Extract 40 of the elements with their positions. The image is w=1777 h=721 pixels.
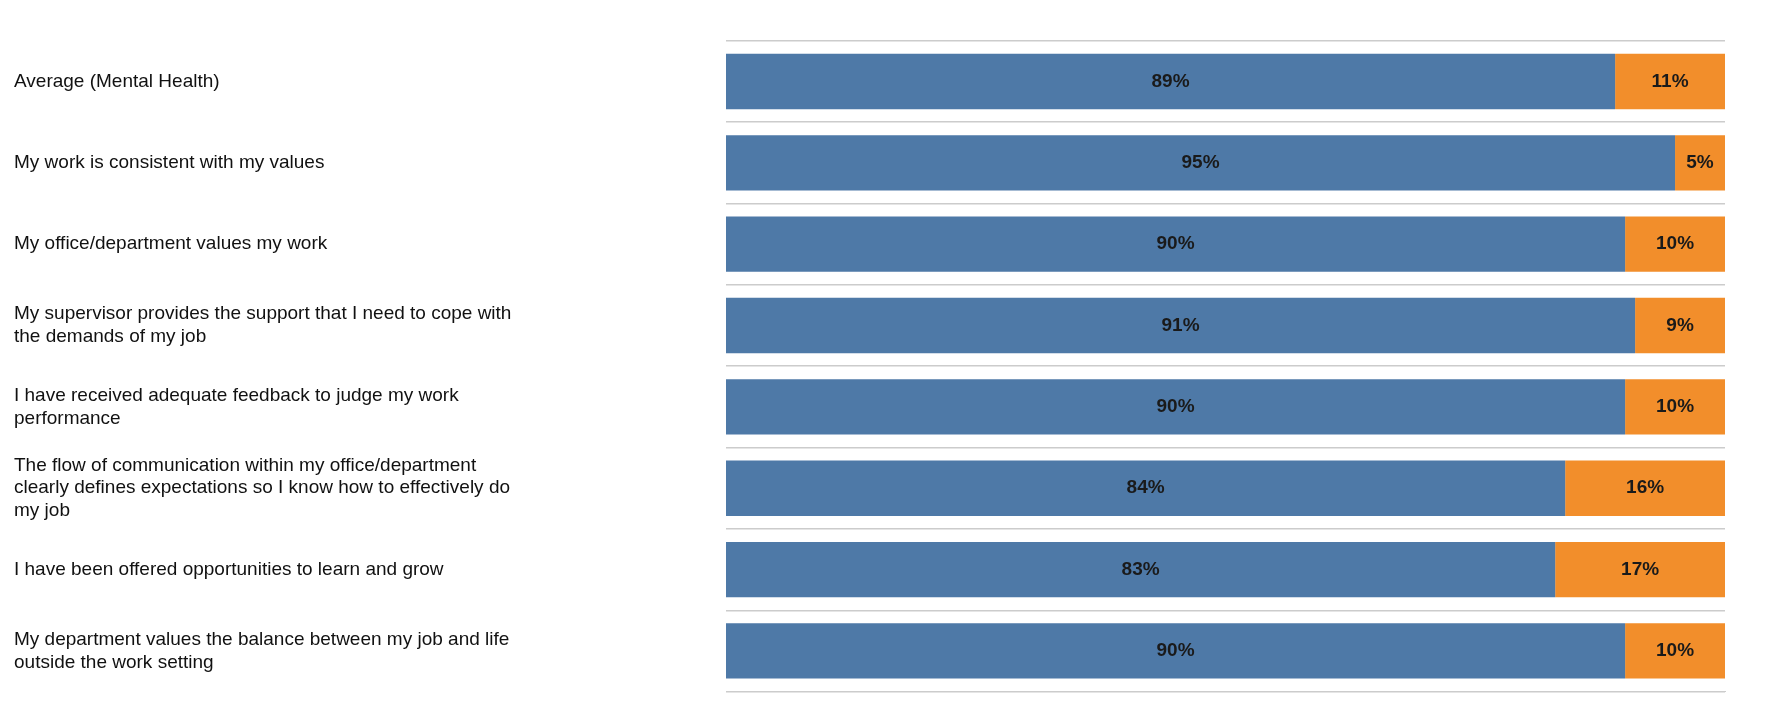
data-label: 16% bbox=[1626, 476, 1665, 498]
bar bbox=[1625, 623, 1725, 679]
data-label: 11% bbox=[1651, 69, 1689, 91]
data-label: 89% bbox=[1151, 69, 1190, 91]
y-tick-label: The flow of communication within my office/department clearly defines expectations so I know how to effectively do my job bbox=[14, 453, 511, 521]
bar bbox=[1625, 379, 1725, 435]
data-label: 10% bbox=[1656, 395, 1695, 417]
data-label: 17% bbox=[1621, 557, 1660, 579]
y-tick-label: My office/department values my work bbox=[14, 232, 328, 254]
data-label: 10% bbox=[1656, 232, 1695, 254]
bar bbox=[726, 541, 1556, 598]
y-tick-label: I have been offered opportunities to learn and grow bbox=[14, 557, 444, 579]
data-label: 10% bbox=[1656, 639, 1695, 661]
data-label: 90% bbox=[1156, 395, 1195, 417]
data-label: 95% bbox=[1181, 151, 1220, 173]
bar bbox=[1675, 135, 1725, 191]
bar bbox=[726, 460, 1566, 516]
bar bbox=[726, 623, 1626, 679]
data-label: 90% bbox=[1156, 639, 1195, 661]
bar bbox=[1625, 216, 1725, 272]
data-label: 83% bbox=[1121, 557, 1160, 579]
bar bbox=[726, 379, 1626, 435]
y-tick-label: My supervisor provides the support that I need to cope with the demands of my job bbox=[14, 302, 512, 347]
bar bbox=[1615, 53, 1725, 110]
bar bbox=[726, 135, 1676, 191]
data-label: 5% bbox=[1686, 151, 1714, 173]
bar bbox=[1565, 460, 1725, 516]
data-label: 91% bbox=[1161, 313, 1200, 335]
data-label: 90% bbox=[1156, 232, 1195, 254]
bar bbox=[726, 297, 1636, 354]
bar bbox=[726, 216, 1626, 272]
y-tick-label: My department values the balance between my job and life outside the work setting bbox=[14, 627, 510, 672]
y-tick-label: My work is consistent with my values bbox=[14, 151, 325, 173]
bar bbox=[726, 53, 1616, 110]
y-tick-label: I have received adequate feedback to judge my work performance bbox=[14, 383, 460, 428]
data-label: 84% bbox=[1126, 476, 1165, 498]
y-tick-label: Average (Mental Health) bbox=[14, 69, 220, 91]
bar bbox=[1555, 541, 1725, 598]
data-label: 9% bbox=[1666, 313, 1694, 335]
bar bbox=[1635, 297, 1725, 354]
